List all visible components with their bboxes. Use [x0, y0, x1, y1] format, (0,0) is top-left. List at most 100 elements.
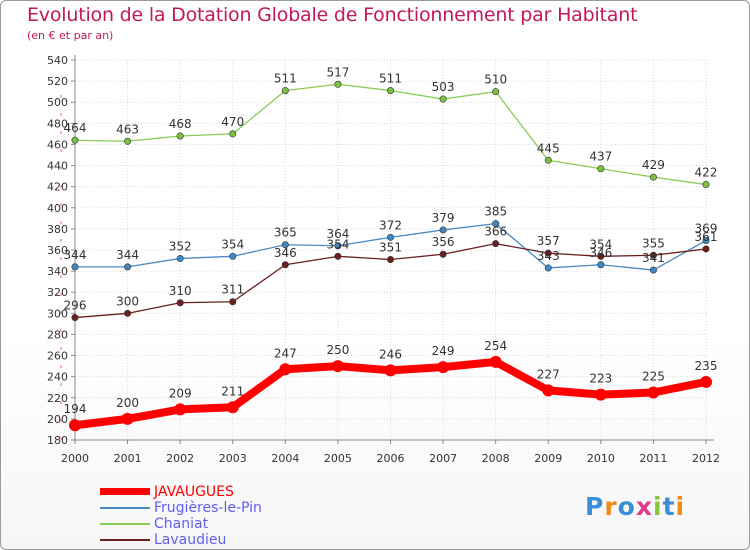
chart-subtitle: (en € et par an) [27, 29, 114, 42]
logo-letter: o [617, 492, 636, 521]
data-point [702, 237, 710, 245]
y-tick-label: 360 [47, 244, 68, 257]
y-tick-label: 200 [47, 413, 68, 426]
data-point [439, 95, 447, 103]
data-label: 464 [64, 121, 87, 135]
data-label: 225 [642, 370, 665, 384]
data-label: 385 [484, 205, 507, 219]
y-tick-label: 260 [47, 350, 68, 363]
data-label: 235 [695, 359, 718, 373]
data-label: 354 [221, 237, 244, 251]
legend-label-frugieres-le-pin: Frugières-le-Pin [154, 500, 262, 516]
data-point [384, 364, 397, 377]
data-label: 356 [432, 235, 455, 249]
y-tick-label: 240 [47, 371, 68, 384]
y-tick-label: 320 [47, 286, 68, 299]
data-label: 194 [64, 402, 87, 416]
data-label: 372 [379, 218, 402, 232]
data-point [492, 88, 500, 96]
x-tick-label: 2001 [114, 452, 142, 465]
data-point [597, 165, 605, 173]
y-tick-label: 520 [47, 75, 68, 88]
data-point [334, 252, 342, 260]
y-tick-label: 400 [47, 202, 68, 215]
legend-swatch-frugieres-le-pin [100, 507, 150, 509]
x-tick-label: 2004 [271, 452, 299, 465]
data-label: 227 [537, 367, 560, 381]
data-point [334, 242, 342, 250]
proxiti-logo: Proxiti [585, 492, 685, 521]
data-point [281, 241, 289, 249]
data-label: 468 [169, 117, 192, 131]
data-label: 344 [64, 248, 87, 262]
x-tick-label: 2012 [692, 452, 720, 465]
logo-letter: r [604, 492, 618, 521]
legend-swatch-javaugues [100, 488, 150, 495]
data-label: 310 [169, 284, 192, 298]
y-tick-label: 380 [47, 223, 68, 236]
data-label: 354 [326, 237, 349, 251]
x-tick-label: 2010 [587, 452, 615, 465]
data-label: 366 [484, 225, 507, 239]
data-point [702, 245, 710, 253]
legend-label-lavaudieu: Lavaudieu [154, 532, 227, 548]
data-label: 364 [326, 227, 349, 241]
data-label: 300 [116, 294, 139, 308]
data-point [544, 249, 552, 257]
x-tick-label: 2006 [377, 452, 405, 465]
data-label: 246 [379, 347, 402, 361]
data-label: 247 [274, 346, 297, 360]
data-point [439, 250, 447, 258]
data-point [597, 252, 605, 260]
data-point [229, 252, 237, 260]
data-point [649, 251, 657, 259]
data-label: 311 [221, 283, 244, 297]
legend-label-javaugues: JAVAUGUES [154, 484, 234, 500]
data-point [124, 309, 132, 317]
data-label: 369 [695, 222, 718, 236]
data-label: 296 [64, 299, 87, 313]
data-point [124, 137, 132, 145]
data-label: 365 [274, 226, 297, 240]
data-label: 445 [537, 141, 560, 155]
data-label: 355 [642, 236, 665, 250]
data-point [334, 80, 342, 88]
data-point [492, 240, 500, 248]
data-label: 351 [379, 241, 402, 255]
data-point [439, 226, 447, 234]
data-label: 511 [274, 72, 297, 86]
data-point [331, 360, 344, 373]
data-label: 422 [695, 166, 718, 180]
data-point [594, 388, 607, 401]
data-point [700, 375, 712, 388]
data-label: 211 [221, 384, 244, 398]
data-point [386, 255, 394, 263]
data-label: 352 [169, 239, 192, 253]
data-label: 343 [537, 249, 560, 263]
y-tick-label: 220 [47, 392, 68, 405]
y-tick-label: 180 [47, 434, 68, 447]
data-point [649, 266, 657, 274]
data-point [174, 403, 187, 416]
data-label: 517 [326, 65, 349, 79]
y-tick-label: 300 [47, 307, 68, 320]
data-point [489, 355, 502, 368]
x-tick-label: 2009 [534, 452, 562, 465]
y-tick-label: 460 [47, 138, 68, 151]
x-tick-label: 2007 [429, 452, 457, 465]
data-point [542, 384, 555, 397]
data-label: 503 [432, 80, 455, 94]
y-tick-label: 480 [47, 117, 68, 130]
data-point [71, 136, 79, 144]
data-label: 361 [695, 230, 718, 244]
x-tick-label: 2002 [166, 452, 194, 465]
data-label: 463 [116, 122, 139, 136]
data-point [176, 299, 184, 307]
data-label: 344 [116, 248, 139, 262]
data-label: 250 [326, 343, 349, 357]
data-point [279, 363, 292, 376]
data-label: 254 [484, 339, 507, 353]
data-point [71, 263, 79, 271]
data-point [176, 132, 184, 140]
